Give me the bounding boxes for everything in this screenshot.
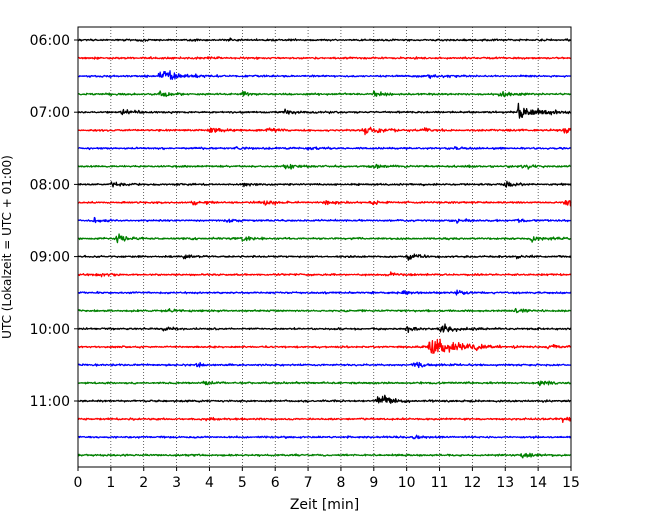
x-tick-label: 0: [74, 475, 83, 491]
x-tick-label: 7: [304, 475, 313, 491]
y-tick-label: 10:00: [30, 322, 70, 338]
trace-row: [77, 338, 572, 354]
y-axis-ticks: 06:00 07:00 08:00 09:00 10:00 11:00: [30, 33, 78, 410]
x-axis-ticks: 0 1 2 3 4 5 6 7 8 9 10 11 12 13 14 15: [74, 467, 580, 491]
trace-row: [77, 323, 572, 334]
trace-row: [77, 56, 572, 60]
y-tick-label: 09:00: [30, 250, 70, 266]
trace-row: [77, 307, 572, 314]
trace-row: [77, 216, 572, 224]
trace-row: [77, 163, 572, 170]
y-tick-label: 06:00: [30, 33, 70, 49]
x-tick-label: 15: [562, 475, 580, 491]
y-axis-label: UTC (Lokalzeit = UTC + 01:00): [0, 155, 14, 339]
y-tick-label: 11:00: [30, 394, 70, 410]
trace-row: [77, 102, 572, 119]
trace-row: [77, 434, 572, 440]
trace-row: [77, 289, 572, 296]
plot-frame: [77, 26, 572, 468]
x-tick-label: 14: [529, 475, 547, 491]
x-tick-label: 6: [271, 475, 280, 491]
x-tick-label: 2: [139, 475, 148, 491]
y-tick-label: 07:00: [30, 105, 70, 121]
x-tick-label: 1: [106, 475, 115, 491]
x-tick-label: 8: [336, 475, 345, 491]
trace-row: [77, 180, 572, 188]
trace-row: [77, 394, 572, 404]
x-tick-label: 5: [238, 475, 247, 491]
trace-row: [77, 380, 572, 387]
x-tick-label: 12: [463, 475, 481, 491]
x-tick-label: 4: [205, 475, 214, 491]
x-axis-label: Zeit [min]: [290, 497, 359, 513]
trace-row: [77, 271, 572, 278]
trace-row: [77, 253, 572, 261]
y-tick-label: 08:00: [30, 177, 70, 193]
seismic-traces: [77, 37, 572, 459]
trace-row: [77, 233, 572, 244]
x-tick-label: 9: [369, 475, 378, 491]
x-tick-label: 10: [398, 475, 416, 491]
trace-row: [77, 361, 572, 369]
trace-row: [77, 146, 572, 151]
trace-row: [77, 37, 572, 42]
trace-row: [77, 416, 572, 424]
x-tick-label: 13: [496, 475, 514, 491]
trace-row: [77, 452, 572, 459]
trace-row: [77, 70, 572, 81]
grid-lines: [110, 27, 539, 467]
trace-row: [77, 199, 572, 207]
trace-row: [77, 126, 572, 136]
trace-row: [77, 90, 572, 98]
x-tick-label: 3: [172, 475, 181, 491]
x-tick-label: 11: [431, 475, 449, 491]
